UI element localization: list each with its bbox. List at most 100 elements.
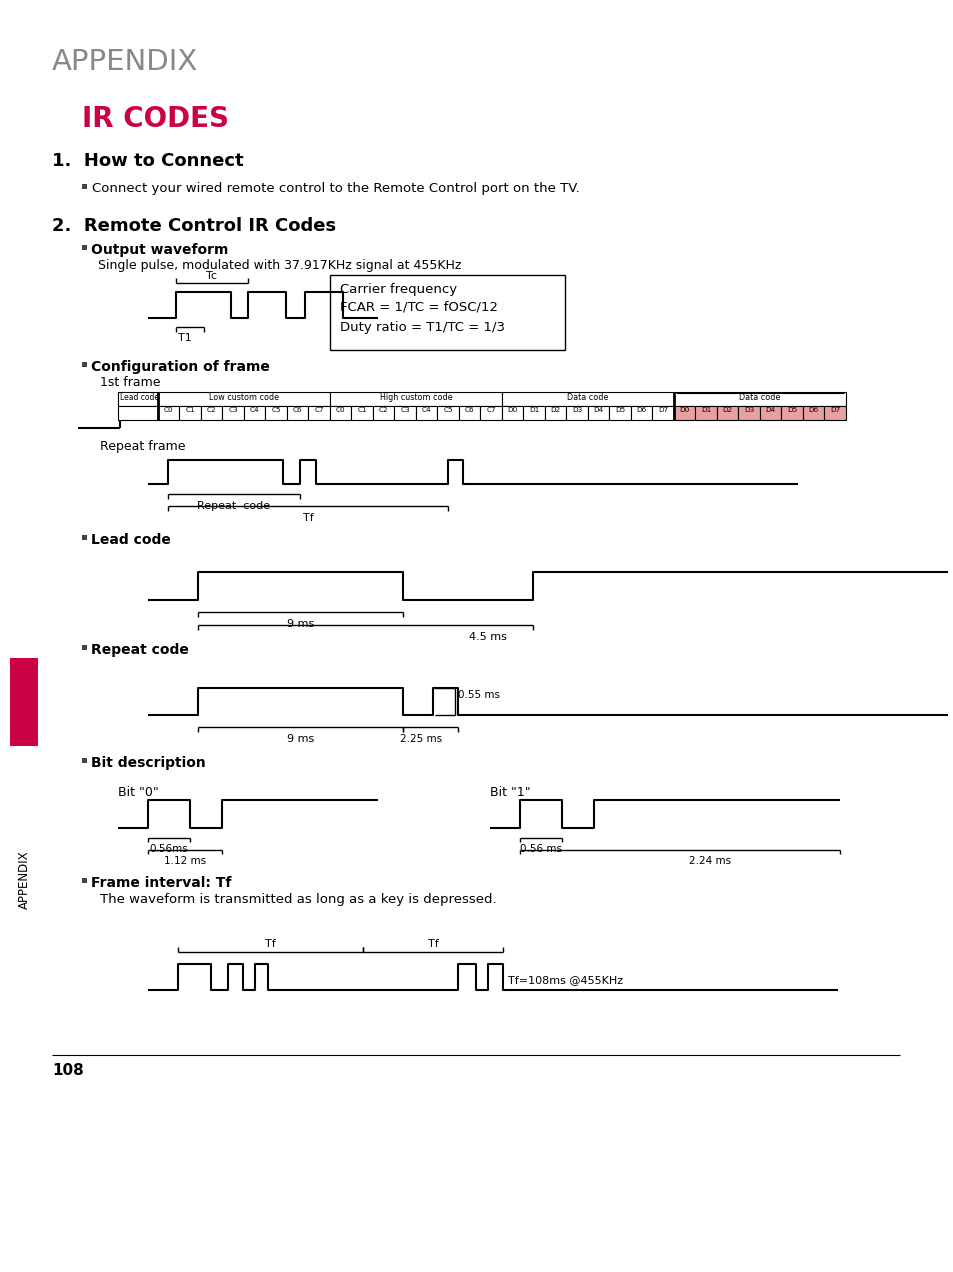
Text: D1: D1: [700, 407, 711, 413]
Bar: [437, 406, 458, 420]
Text: C0: C0: [164, 407, 173, 413]
Text: D5: D5: [615, 407, 625, 413]
Text: Tf=108ms @455KHz: Tf=108ms @455KHz: [507, 976, 622, 985]
Text: Duty ratio = T1/TC = 1/3: Duty ratio = T1/TC = 1/3: [339, 321, 504, 335]
Bar: [458, 406, 480, 420]
Bar: [609, 406, 630, 420]
Text: D3: D3: [572, 407, 581, 413]
Text: APPENDIX: APPENDIX: [17, 851, 30, 909]
Bar: [673, 406, 695, 420]
Text: D7: D7: [829, 407, 840, 413]
Bar: [480, 406, 501, 420]
Text: 1.  How to Connect: 1. How to Connect: [52, 151, 243, 170]
Text: C1: C1: [357, 407, 367, 413]
Text: Lead code: Lead code: [120, 393, 159, 402]
Text: Bit "0": Bit "0": [118, 786, 158, 799]
Bar: [330, 406, 351, 420]
Text: C7: C7: [486, 407, 496, 413]
Bar: [308, 406, 330, 420]
Text: D5: D5: [786, 407, 797, 413]
Bar: [523, 406, 544, 420]
Text: C3: C3: [228, 407, 238, 413]
Text: D0: D0: [507, 407, 517, 413]
Text: Bit description: Bit description: [91, 756, 206, 770]
Text: 0.56ms: 0.56ms: [150, 845, 188, 854]
Bar: [760, 406, 781, 420]
Bar: [351, 406, 373, 420]
Text: APPENDIX: APPENDIX: [52, 48, 198, 76]
Text: 2.  Remote Control IR Codes: 2. Remote Control IR Codes: [52, 218, 335, 235]
Text: 4.5 ms: 4.5 ms: [469, 632, 506, 642]
Bar: [823, 406, 845, 420]
Bar: [652, 406, 673, 420]
Bar: [544, 406, 566, 420]
Bar: [82, 245, 87, 251]
Text: Single pulse, modulated with 37.917KHz signal at 455KHz: Single pulse, modulated with 37.917KHz s…: [98, 259, 461, 272]
Bar: [10, 658, 38, 745]
Text: D7: D7: [658, 407, 668, 413]
Text: D3: D3: [743, 407, 754, 413]
Bar: [630, 406, 652, 420]
Text: Repeat code: Repeat code: [91, 644, 189, 658]
Text: Lead code: Lead code: [91, 533, 171, 547]
Text: C4: C4: [250, 407, 259, 413]
Text: 9 ms: 9 ms: [287, 619, 314, 628]
Text: T1: T1: [178, 333, 192, 343]
Bar: [82, 645, 87, 650]
Bar: [179, 406, 201, 420]
Text: Tf: Tf: [427, 939, 438, 949]
Text: 9 ms: 9 ms: [287, 734, 314, 744]
Text: Carrier frequency: Carrier frequency: [339, 282, 456, 296]
Text: C3: C3: [400, 407, 410, 413]
Text: Frame interval: Tf: Frame interval: Tf: [91, 876, 232, 890]
Text: 2.25 ms: 2.25 ms: [399, 734, 441, 744]
Text: C1: C1: [185, 407, 194, 413]
Text: D1: D1: [529, 407, 538, 413]
Text: Data code: Data code: [739, 393, 780, 402]
Bar: [118, 406, 158, 420]
Bar: [566, 406, 587, 420]
Text: D6: D6: [636, 407, 646, 413]
Bar: [158, 392, 330, 406]
Bar: [738, 406, 760, 420]
Bar: [695, 406, 717, 420]
Text: C2: C2: [378, 407, 388, 413]
Text: C6: C6: [293, 407, 302, 413]
Text: IR CODES: IR CODES: [82, 106, 229, 134]
Text: High custom code: High custom code: [379, 393, 452, 402]
Text: C7: C7: [314, 407, 324, 413]
Bar: [118, 392, 158, 406]
Text: FCAR = 1/TC = fOSC/12: FCAR = 1/TC = fOSC/12: [339, 301, 497, 314]
Text: 108: 108: [52, 1063, 84, 1077]
Bar: [265, 406, 287, 420]
Text: C2: C2: [207, 407, 216, 413]
Text: D4: D4: [593, 407, 603, 413]
Bar: [330, 392, 501, 406]
Text: Output waveform: Output waveform: [91, 243, 228, 257]
Text: D2: D2: [550, 407, 560, 413]
Text: 2.24 ms: 2.24 ms: [688, 856, 730, 866]
Bar: [781, 406, 802, 420]
Text: Connect your wired remote control to the Remote Control port on the TV.: Connect your wired remote control to the…: [91, 182, 579, 195]
Text: Tf: Tf: [265, 939, 275, 949]
Text: D2: D2: [721, 407, 732, 413]
Text: Repeat frame: Repeat frame: [100, 440, 185, 453]
Bar: [330, 275, 564, 350]
Text: Configuration of frame: Configuration of frame: [91, 360, 270, 374]
Bar: [201, 406, 222, 420]
Text: D0: D0: [679, 407, 689, 413]
Text: Repeat  code: Repeat code: [197, 501, 271, 511]
Bar: [673, 392, 845, 406]
Text: Tf: Tf: [302, 513, 313, 523]
Bar: [82, 363, 87, 368]
Text: C5: C5: [443, 407, 453, 413]
Text: 0.55 ms: 0.55 ms: [457, 689, 499, 700]
Text: Bit "1": Bit "1": [490, 786, 530, 799]
Text: 1.12 ms: 1.12 ms: [164, 856, 206, 866]
Bar: [501, 392, 673, 406]
Bar: [717, 406, 738, 420]
Text: C6: C6: [464, 407, 474, 413]
Bar: [802, 406, 823, 420]
Bar: [587, 406, 609, 420]
Text: Low custom code: Low custom code: [209, 393, 279, 402]
